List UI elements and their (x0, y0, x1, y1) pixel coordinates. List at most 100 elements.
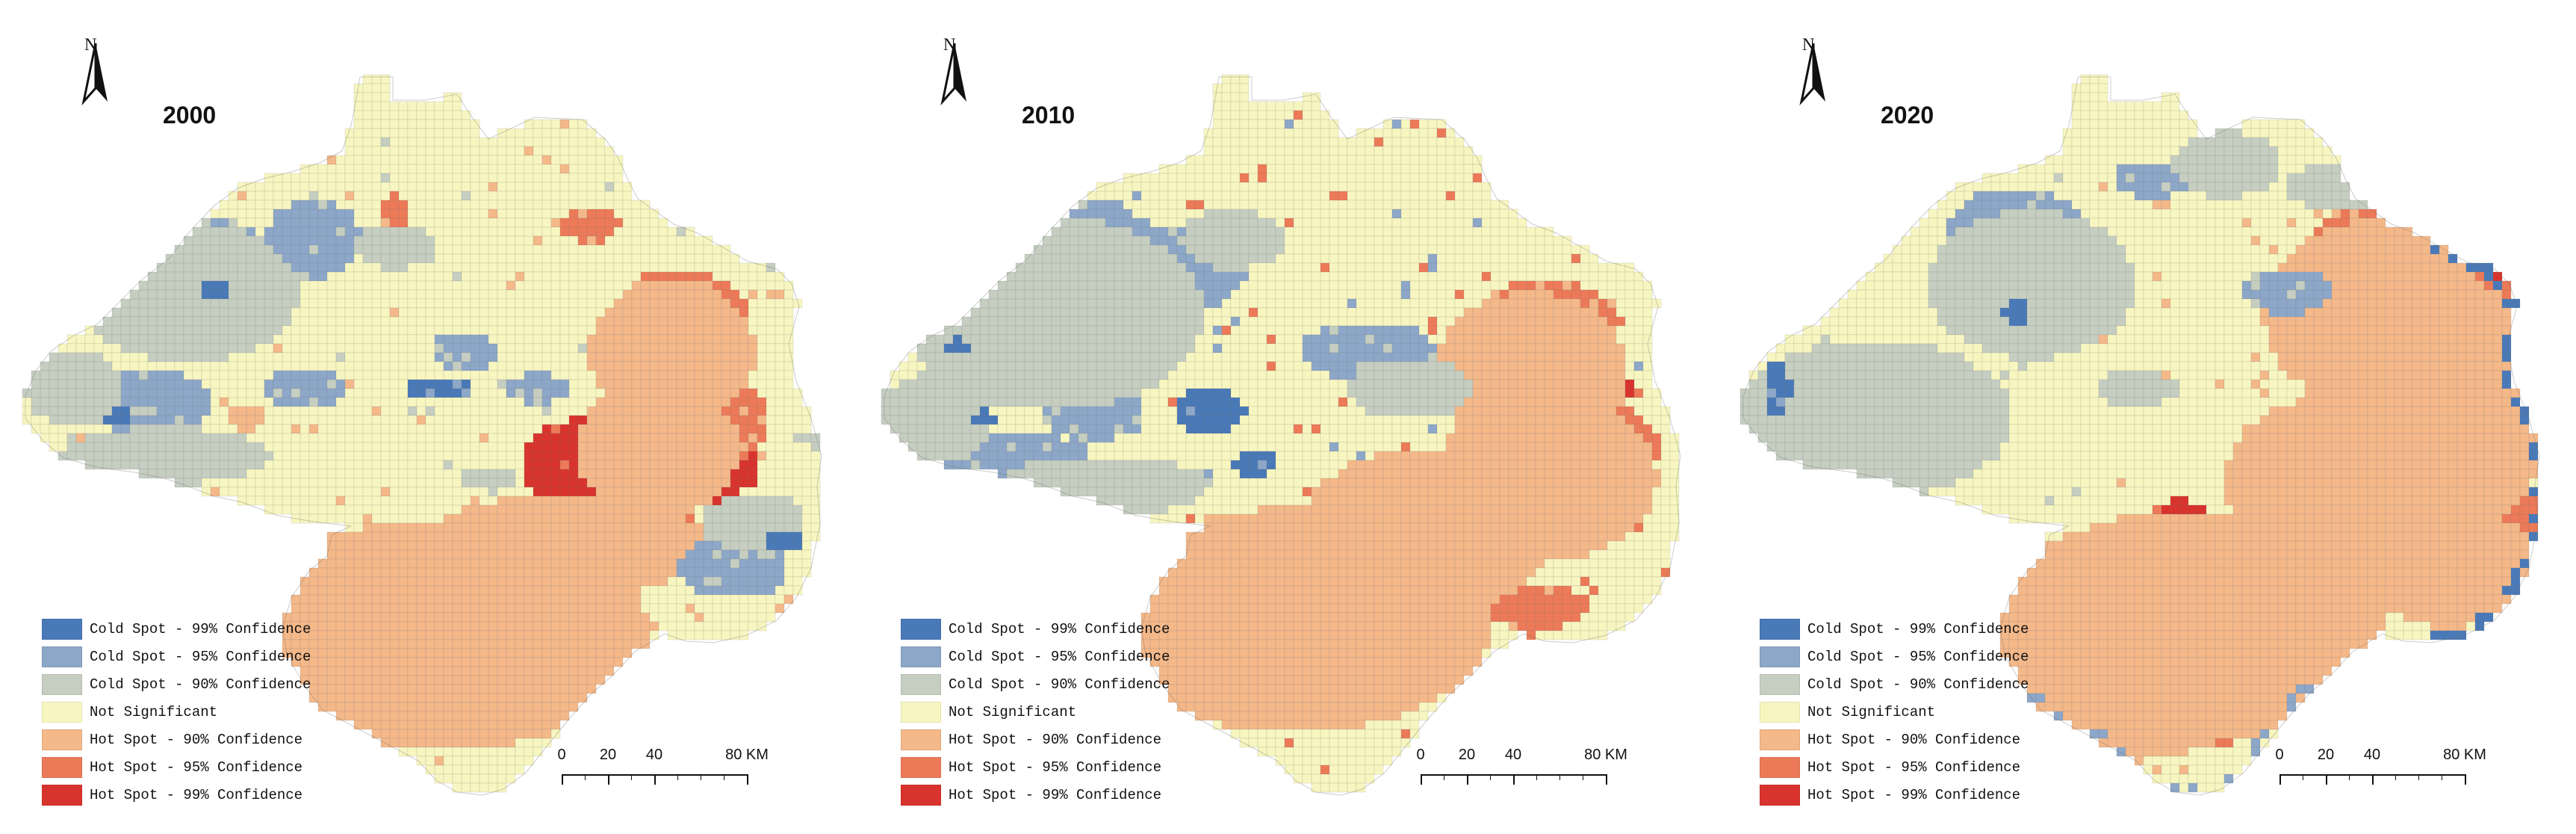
map-cell (658, 594, 668, 605)
map-cell (425, 451, 435, 461)
map-cell (1051, 226, 1061, 237)
map-cell (1427, 200, 1438, 210)
map-cell (380, 226, 391, 237)
map-cell (631, 271, 642, 282)
map-cell (228, 397, 238, 407)
map-cell (1257, 226, 1267, 237)
map-cell (1409, 137, 1420, 147)
map-cell (613, 513, 624, 524)
map-cell (541, 451, 552, 461)
map-cell (550, 558, 561, 569)
map-cell (640, 585, 651, 596)
map-cell (775, 558, 785, 569)
map-cell (577, 612, 588, 623)
map-cell (1284, 173, 1294, 183)
map-cell (1060, 235, 1070, 246)
map-cell (1329, 155, 1339, 165)
map-cell (282, 397, 292, 407)
map-cell (1123, 244, 1133, 255)
map-cell (667, 325, 677, 336)
map-cell (335, 397, 346, 407)
map-cell (783, 388, 794, 398)
map-cell (559, 460, 570, 470)
map-cell (739, 469, 749, 479)
map-cell (210, 397, 220, 407)
map-cell (1320, 208, 1330, 219)
map-cell (416, 603, 426, 614)
map-cell (317, 289, 328, 300)
map-cell (640, 388, 651, 398)
map-cell (353, 451, 364, 461)
map-cell (407, 262, 418, 273)
map-cell (300, 513, 310, 524)
map-cell (658, 262, 668, 273)
map-cell (425, 513, 435, 524)
map-cell (129, 415, 140, 425)
map-cell (533, 343, 543, 353)
map-cell (479, 298, 489, 309)
map-cell (1293, 253, 1303, 264)
map-cell (506, 585, 516, 596)
map-cell (470, 585, 480, 596)
map-cell (1293, 146, 1303, 156)
map-cell (416, 639, 426, 649)
map-cell (559, 334, 570, 345)
map-cell (568, 460, 579, 470)
map-cell (757, 469, 767, 479)
map-cell (541, 442, 552, 452)
map-cell (255, 379, 265, 389)
map-cell (201, 307, 211, 318)
map-cell (568, 585, 579, 596)
map-cell (667, 442, 677, 452)
map-cell (1302, 146, 1312, 156)
map-cell (461, 729, 471, 739)
map-cell (730, 316, 740, 327)
map-cell (461, 253, 471, 264)
map-cell (398, 729, 409, 739)
map-cell (515, 621, 525, 631)
map-cell (667, 469, 677, 479)
map-cell (282, 173, 292, 183)
map-cell (416, 155, 426, 165)
map-cell (515, 486, 525, 497)
map-cell (362, 612, 373, 623)
map-cell (102, 406, 113, 416)
map-cell (308, 504, 319, 515)
map-cell (273, 415, 283, 425)
map-cell (452, 235, 462, 246)
map-cell (1329, 137, 1339, 147)
map-cell (640, 289, 651, 300)
map-cell (577, 451, 588, 461)
map-cell (497, 603, 507, 614)
map-cell (183, 352, 193, 362)
map-cell (766, 442, 776, 452)
map-cell (748, 558, 758, 569)
map-cell (22, 397, 32, 407)
map-cell (353, 271, 364, 282)
map-cell (568, 433, 579, 443)
map-cell (353, 137, 364, 147)
map-cell (524, 119, 534, 129)
map-cell (1302, 262, 1312, 273)
map-cell (667, 495, 677, 506)
map-cell (84, 442, 95, 452)
map-cell (1257, 146, 1267, 156)
map-cell (667, 424, 677, 434)
map-cell (1320, 182, 1330, 192)
map-cell (300, 603, 310, 614)
map-cell (1248, 146, 1258, 156)
map-cell (371, 119, 382, 129)
map-cell (1105, 191, 1115, 201)
map-cell (595, 585, 606, 596)
map-cell (613, 307, 624, 318)
map-cell (398, 397, 409, 407)
map-cell (1320, 128, 1330, 138)
map-cell (631, 325, 642, 336)
map-cell (1167, 182, 1178, 192)
map-cell (389, 280, 400, 291)
map-cell (613, 235, 624, 246)
map-cell (398, 191, 409, 201)
map-cell (792, 495, 803, 506)
map-cell (434, 325, 444, 336)
map-cell (640, 576, 651, 587)
